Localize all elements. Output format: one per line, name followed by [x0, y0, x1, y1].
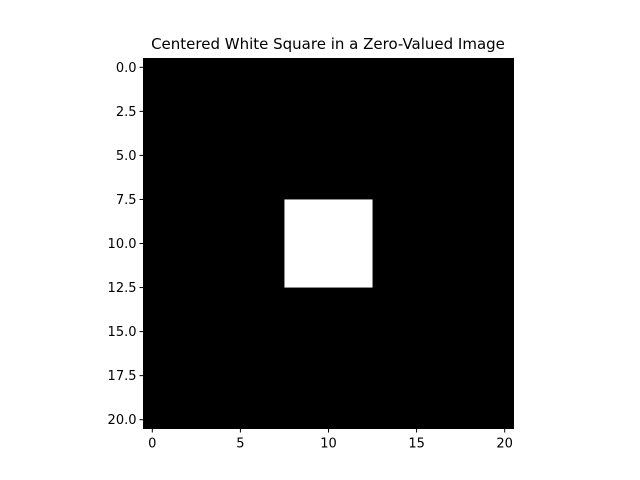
chart-title: Centered White Square in a Zero-Valued I… — [151, 35, 505, 53]
white-square — [284, 199, 373, 288]
y-tick-label: 10.0 — [108, 237, 137, 252]
x-tick-label: 5 — [236, 437, 244, 452]
y-tick-label: 7.5 — [116, 193, 137, 208]
y-axis: 0.0 2.5 5.0 7.5 10.0 12.5 15.0 17.5 20.0 — [108, 61, 144, 428]
y-tick-label: 20.0 — [108, 413, 137, 428]
y-tick-label: 0.0 — [116, 61, 137, 76]
x-tick-label: 0 — [148, 437, 156, 452]
x-tick-label: 20 — [496, 437, 513, 452]
y-tick-label: 5.0 — [116, 149, 137, 164]
y-tick-label: 2.5 — [116, 105, 137, 120]
plot-area — [143, 58, 514, 429]
x-tick-label: 10 — [320, 437, 337, 452]
image-layer — [143, 58, 514, 429]
x-tick-label: 15 — [408, 437, 425, 452]
x-axis: 0 5 10 15 20 — [148, 428, 513, 452]
y-tick-label: 12.5 — [108, 281, 137, 296]
y-tick-label: 17.5 — [108, 369, 137, 384]
y-tick-label: 15.0 — [108, 325, 137, 340]
